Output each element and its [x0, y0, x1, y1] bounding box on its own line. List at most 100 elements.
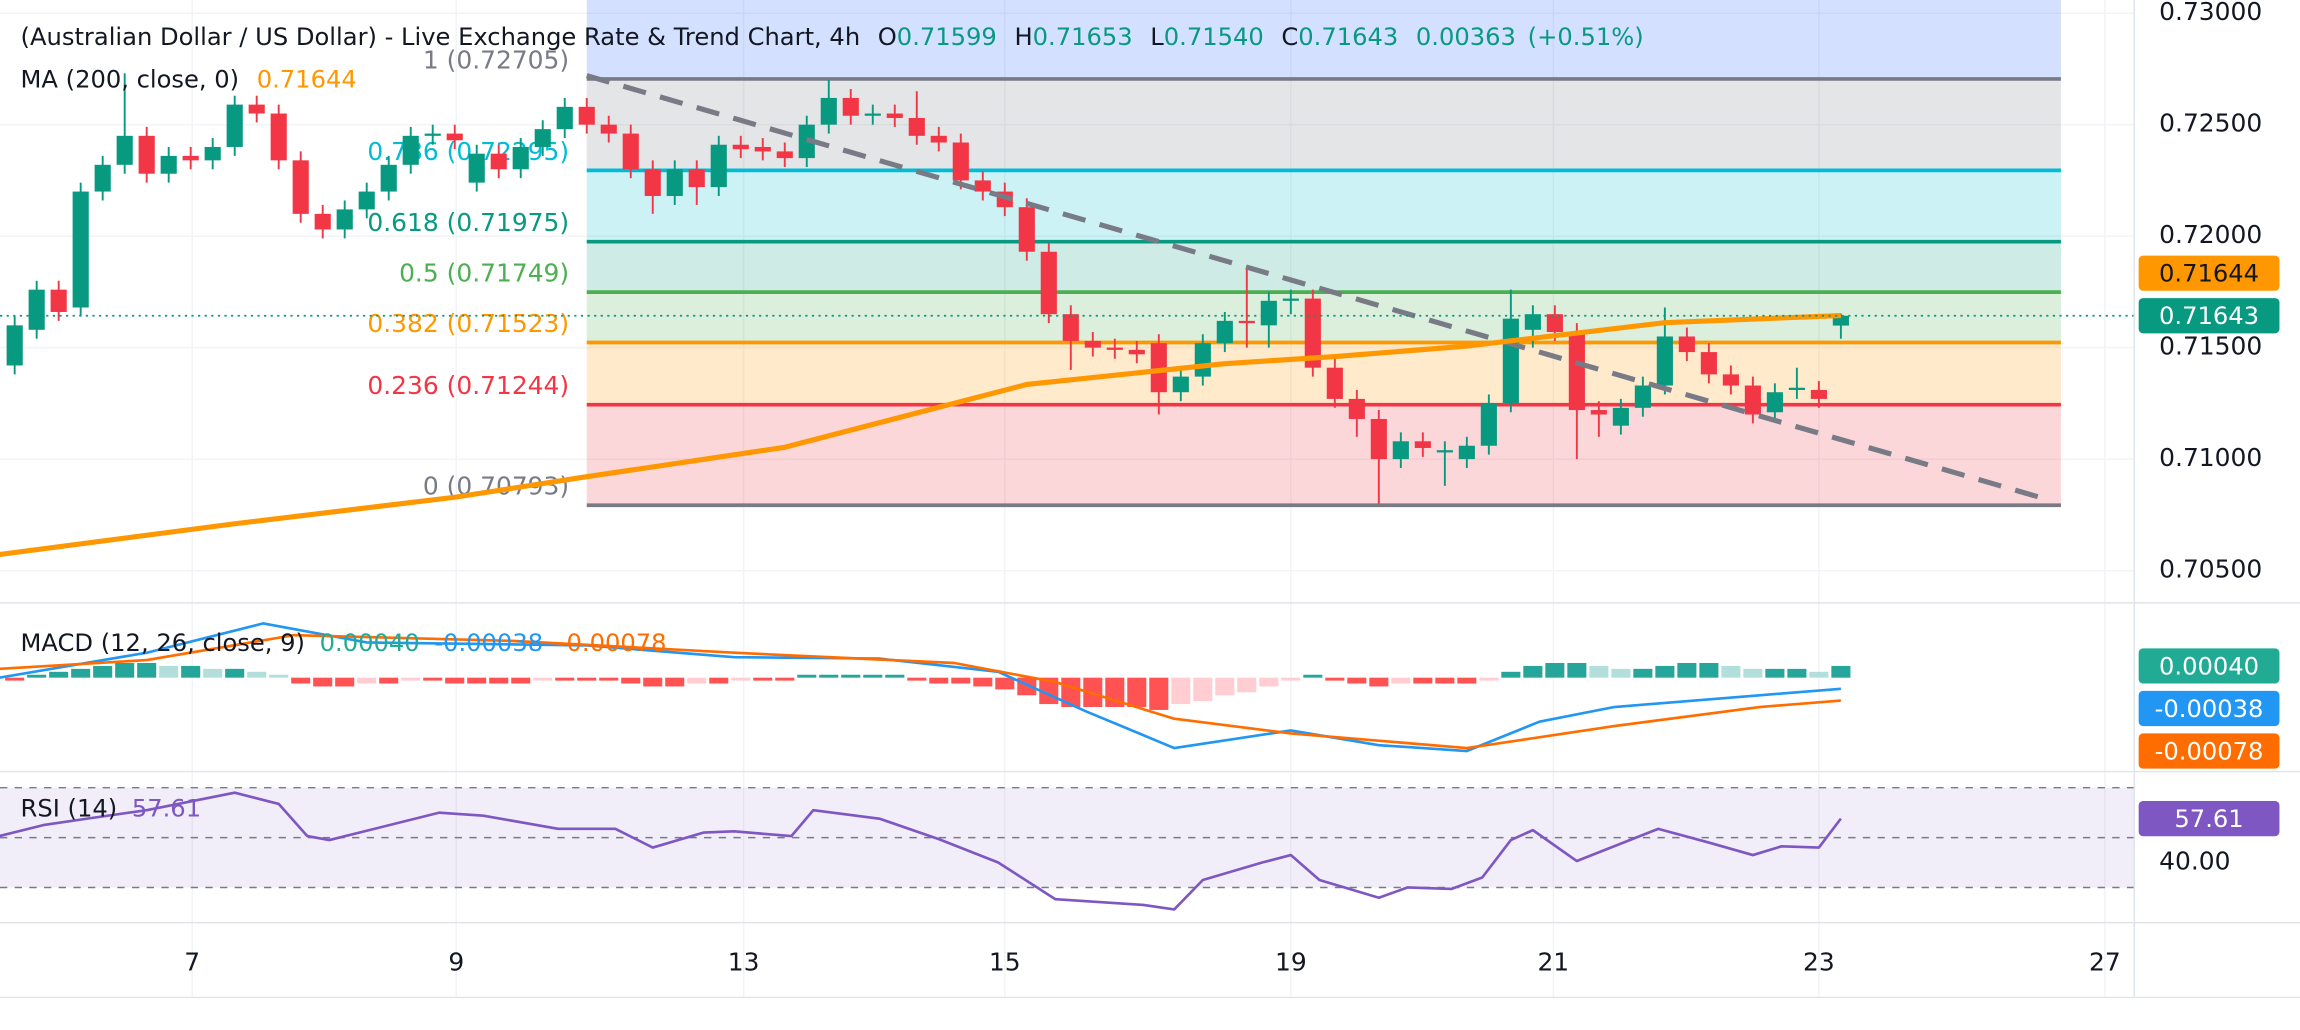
indicator-tag: -0.00038	[2155, 695, 2264, 723]
candle-body	[534, 129, 551, 147]
candle-body	[138, 135, 155, 174]
y-tick-label: 0.72500	[2159, 109, 2262, 138]
y-tick-label: 0.72000	[2159, 220, 2262, 249]
candle-body	[974, 180, 991, 192]
candle-body	[314, 213, 331, 230]
y-tick-label: 40.00	[2159, 847, 2230, 876]
fib-extension-zone	[586, 0, 2061, 79]
histogram-bar	[27, 674, 47, 678]
fib-level-label: 0.236 (0.71244)	[367, 371, 569, 400]
histogram-bar	[467, 677, 487, 684]
histogram-bar	[687, 677, 707, 684]
candle-body	[50, 289, 67, 312]
histogram-bar	[1567, 663, 1587, 678]
histogram-bar	[1171, 677, 1191, 705]
legend-value: 57.61	[132, 795, 201, 823]
histogram-bar	[1611, 668, 1631, 678]
macd-line	[0, 633, 1841, 750]
histogram-bar	[313, 677, 333, 687]
candle-body	[160, 155, 177, 174]
candle-body	[512, 146, 529, 170]
histogram-bar	[665, 677, 685, 687]
histogram-bar	[533, 677, 553, 681]
histogram-bar	[621, 677, 641, 684]
candle-body	[1260, 300, 1277, 326]
histogram-bar	[1589, 665, 1609, 678]
candle-body	[1150, 343, 1167, 393]
histogram-bar	[885, 674, 905, 678]
candle-body	[1502, 318, 1519, 404]
histogram-bar	[1281, 677, 1301, 681]
candle-body	[732, 144, 749, 150]
candle-body	[1018, 207, 1035, 252]
candle-body	[204, 146, 221, 161]
histogram-bar	[555, 677, 575, 681]
candle-body	[446, 133, 463, 141]
candle-body	[72, 191, 89, 308]
candle-body	[94, 164, 111, 192]
candle-body	[578, 106, 595, 125]
candle-body	[1370, 418, 1387, 460]
candle-body	[1326, 367, 1343, 399]
histogram-bar	[1545, 663, 1565, 678]
candle-body	[1656, 336, 1673, 386]
x-tick-label: 23	[1803, 948, 1835, 977]
histogram-bar	[973, 677, 993, 687]
fib-zone	[586, 170, 2061, 242]
histogram-bar	[357, 677, 377, 684]
candle-body	[1480, 403, 1497, 446]
legend: RSI (14) 57.61	[21, 795, 202, 823]
histogram-bar	[181, 665, 201, 678]
histogram-bar	[1369, 677, 1389, 687]
candle-body	[270, 113, 287, 161]
indicator-tag: 0.00040	[2159, 652, 2259, 680]
candle-body	[490, 153, 507, 170]
histogram-bar	[1677, 663, 1697, 678]
histogram-bar	[1303, 674, 1323, 678]
histogram-bar	[1413, 677, 1433, 684]
histogram-bar	[1523, 665, 1543, 678]
candle-body	[1788, 387, 1805, 390]
legend-value: -0.00038	[434, 629, 543, 657]
last-price-tag: 0.71643	[2159, 302, 2259, 330]
histogram-bar	[49, 671, 69, 678]
ohlc-value: 0.71643	[1298, 23, 1398, 51]
x-tick-label: 21	[1537, 948, 1569, 977]
histogram-bar	[335, 677, 355, 687]
candle-body	[1414, 441, 1431, 448]
indicator-tag-bg	[2138, 801, 2280, 837]
candle-body	[886, 113, 903, 118]
y-tick-label: 0.71000	[2159, 443, 2262, 472]
candle-body	[1832, 315, 1849, 326]
candle-body	[1634, 385, 1651, 408]
candle-body	[820, 97, 837, 125]
candle-body	[864, 113, 881, 116]
x-tick-label: 7	[184, 948, 200, 977]
candle-body	[182, 155, 199, 161]
histogram-bar	[489, 677, 509, 684]
ohlc-label: O	[878, 23, 897, 51]
histogram-bar	[599, 677, 619, 681]
candle-body	[248, 104, 265, 114]
candle-body	[600, 124, 617, 134]
indicator-name: MACD (12, 26, close, 9)	[21, 629, 305, 657]
candle-body	[1238, 320, 1255, 324]
trendline	[586, 73, 2040, 500]
candle-body	[1084, 340, 1101, 348]
candle-body	[468, 153, 485, 183]
x-tick-label: 13	[728, 948, 760, 977]
moving-average	[0, 312, 1841, 558]
candle-body	[1678, 336, 1695, 353]
histogram-bar	[753, 677, 773, 681]
histogram-bar	[511, 677, 531, 684]
histogram-bar	[841, 674, 861, 678]
candle-body	[1392, 441, 1409, 460]
candle-body	[776, 151, 793, 159]
candle-body	[116, 135, 133, 165]
histogram-bar	[863, 674, 883, 678]
histogram-bar	[709, 677, 729, 684]
histogram-bar	[1325, 677, 1345, 681]
histogram-bar	[1831, 665, 1851, 678]
legend-value: 0.00040	[320, 629, 420, 657]
candle-body	[1612, 407, 1629, 426]
